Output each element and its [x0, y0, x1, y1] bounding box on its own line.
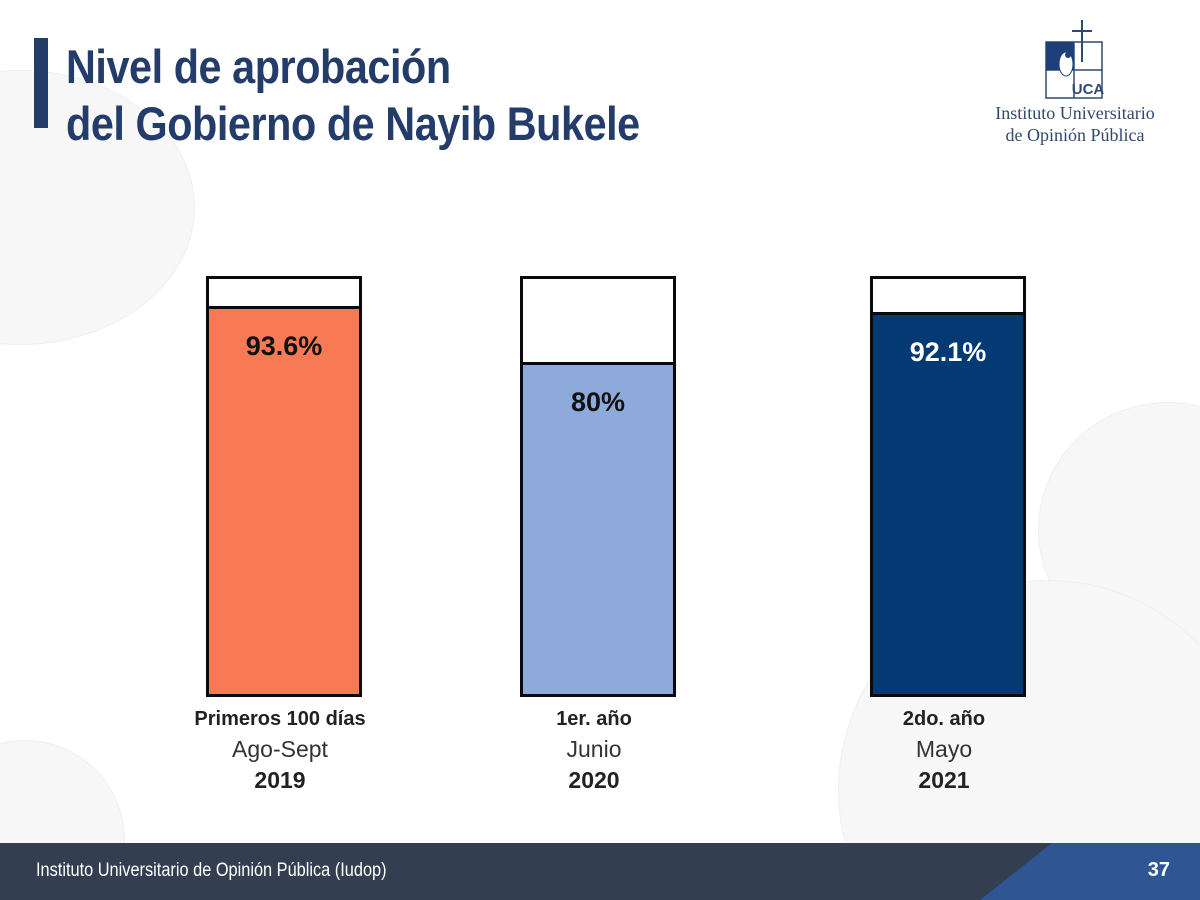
- bar-value-label: 93.6%: [245, 330, 323, 361]
- title-line-1: Nivel de aprobación: [66, 40, 451, 93]
- footer: Instituto Universitario de Opinión Públi…: [0, 843, 1200, 900]
- category-line1: 2do. año: [902, 708, 986, 730]
- category-line3: 2020: [568, 767, 620, 793]
- category-label: 1er. año Junio 2020: [464, 704, 724, 796]
- iudop-logo: UCA Instituto Universitario de Opinión P…: [985, 18, 1165, 146]
- bar-frame: 92.1%: [870, 276, 1026, 697]
- title-accent-bar: [34, 38, 48, 128]
- uca-mark-text: UCA: [1072, 81, 1105, 98]
- category-line2: Ago-Sept: [232, 736, 328, 762]
- footer-text: Instituto Universitario de Opinión Públi…: [36, 860, 387, 881]
- bar-value-label: 92.1%: [909, 336, 987, 367]
- page-number: 37: [1147, 859, 1170, 881]
- category-line2: Junio: [566, 736, 622, 762]
- title-line-2: del Gobierno de Nayib Bukele: [66, 97, 640, 150]
- category-label: Primeros 100 días Ago-Sept 2019: [150, 704, 410, 796]
- approval-bar-chart: 93.6% Primeros 100 días Ago-Sept 2019 80% 1er…: [150, 276, 1074, 796]
- category-line2: Mayo: [915, 736, 973, 762]
- category-label: 2do. año Mayo 2021: [814, 704, 1074, 796]
- logo-line-2: de Opinión Pública: [1005, 125, 1145, 145]
- logo-line-1: Instituto Universitario: [995, 103, 1155, 123]
- bar-frame: 93.6%: [206, 276, 362, 697]
- bar-frame: 80%: [520, 276, 676, 697]
- category-line3: 2021: [918, 767, 970, 793]
- bar: 92.1%: [873, 311, 1023, 694]
- category-line3: 2019: [254, 767, 306, 793]
- bar-value-label: 80%: [570, 387, 626, 417]
- category-line1: 1er. año: [556, 708, 632, 730]
- bar: 80%: [523, 362, 673, 694]
- category-line1: Primeros 100 días: [194, 708, 366, 730]
- uca-owl-cross-logo-icon: UCA: [1045, 20, 1105, 99]
- slide-title: Nivel de aprobación del Gobierno de Nayi…: [66, 38, 640, 152]
- bar: 93.6%: [209, 305, 359, 694]
